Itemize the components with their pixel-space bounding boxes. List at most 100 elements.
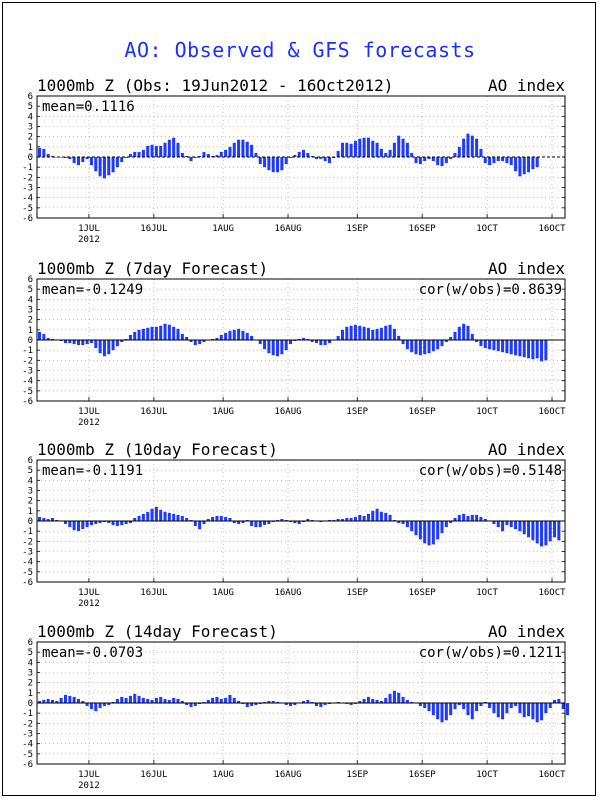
bar (353, 140, 357, 157)
bar (263, 701, 267, 703)
x-tick-label: 16OCT (538, 224, 566, 234)
y-tick-label: 2 (28, 133, 33, 143)
bar (271, 700, 275, 703)
bar (306, 338, 310, 340)
bar (501, 703, 505, 720)
mean-label: mean=0.1116 (42, 99, 135, 115)
bar (115, 521, 119, 527)
bar (180, 333, 184, 340)
x-tick-label: 1OCT (476, 588, 498, 598)
bar (501, 157, 505, 162)
bar (293, 703, 297, 706)
bar (250, 335, 254, 340)
bar (245, 141, 249, 157)
bar (241, 330, 245, 340)
y-tick-label: 4 (28, 112, 33, 122)
bar (211, 516, 215, 521)
bar (202, 151, 206, 157)
bar (50, 338, 55, 340)
bar (68, 695, 72, 703)
bar (522, 703, 526, 718)
bar (384, 697, 388, 703)
y-tick-label: -4 (22, 377, 33, 387)
bar (509, 521, 513, 528)
x-tick-label: 1SEP (346, 224, 368, 234)
bar (215, 696, 219, 703)
x-tick-sublabel: 2012 (78, 599, 100, 609)
bar (327, 519, 331, 521)
bar (518, 157, 522, 177)
bar (366, 696, 370, 703)
bar (492, 521, 496, 525)
y-tick-label: -1 (22, 163, 33, 173)
bar (180, 700, 184, 703)
bar (353, 324, 357, 340)
bar (427, 703, 431, 712)
bar (375, 508, 379, 521)
bar (263, 157, 267, 168)
bar (42, 517, 46, 521)
bar (55, 519, 59, 521)
x-tick-label: 16JUL (140, 588, 167, 598)
bar (310, 701, 314, 703)
bar (76, 698, 80, 703)
bar (401, 521, 405, 525)
bar (102, 703, 106, 707)
bar (423, 703, 427, 709)
bar (219, 151, 223, 157)
bar (302, 149, 306, 157)
bar (470, 135, 474, 157)
bar (514, 521, 518, 530)
bar (427, 340, 431, 354)
bar (154, 145, 158, 157)
correlation-label: cor(w/obs)=0.5148 (419, 463, 562, 479)
bar (137, 515, 141, 521)
bar (124, 697, 128, 703)
bar (392, 328, 396, 340)
y-tick-label: 0 (28, 336, 33, 346)
bar (440, 521, 444, 534)
bar (98, 157, 102, 177)
bar (98, 340, 102, 354)
x-tick-label: 1SEP (346, 407, 368, 417)
bar (258, 521, 262, 528)
bar (85, 703, 89, 707)
bar (483, 340, 487, 349)
bar (323, 703, 327, 706)
bar (115, 340, 119, 347)
bar (128, 695, 132, 703)
bar (163, 511, 167, 521)
bar (180, 515, 184, 521)
bar (466, 515, 470, 521)
y-tick-label: -3 (22, 367, 33, 377)
bar (137, 695, 141, 703)
bar (418, 703, 422, 707)
bar (371, 510, 375, 521)
bar (475, 514, 479, 521)
bar (453, 703, 457, 710)
bar (107, 157, 111, 176)
x-tick-label: 16SEP (409, 588, 437, 598)
bar (267, 157, 271, 171)
bar (319, 340, 323, 346)
bar (444, 340, 448, 343)
bar (59, 340, 63, 342)
bar (198, 521, 202, 530)
bar (336, 335, 340, 340)
bar (150, 699, 154, 703)
bar (237, 521, 241, 525)
bar (50, 517, 55, 521)
bar (366, 327, 370, 340)
bar (98, 703, 102, 709)
bar (319, 521, 323, 523)
bar (224, 149, 228, 157)
bar (94, 703, 98, 712)
bar (228, 330, 232, 340)
x-tick-label: 16AUG (274, 588, 301, 598)
bar (276, 157, 280, 173)
bar (527, 521, 531, 538)
x-tick-label: 16OCT (538, 588, 566, 598)
bar (111, 521, 115, 526)
y-tick-label: -3 (22, 730, 33, 740)
bar (553, 699, 557, 703)
